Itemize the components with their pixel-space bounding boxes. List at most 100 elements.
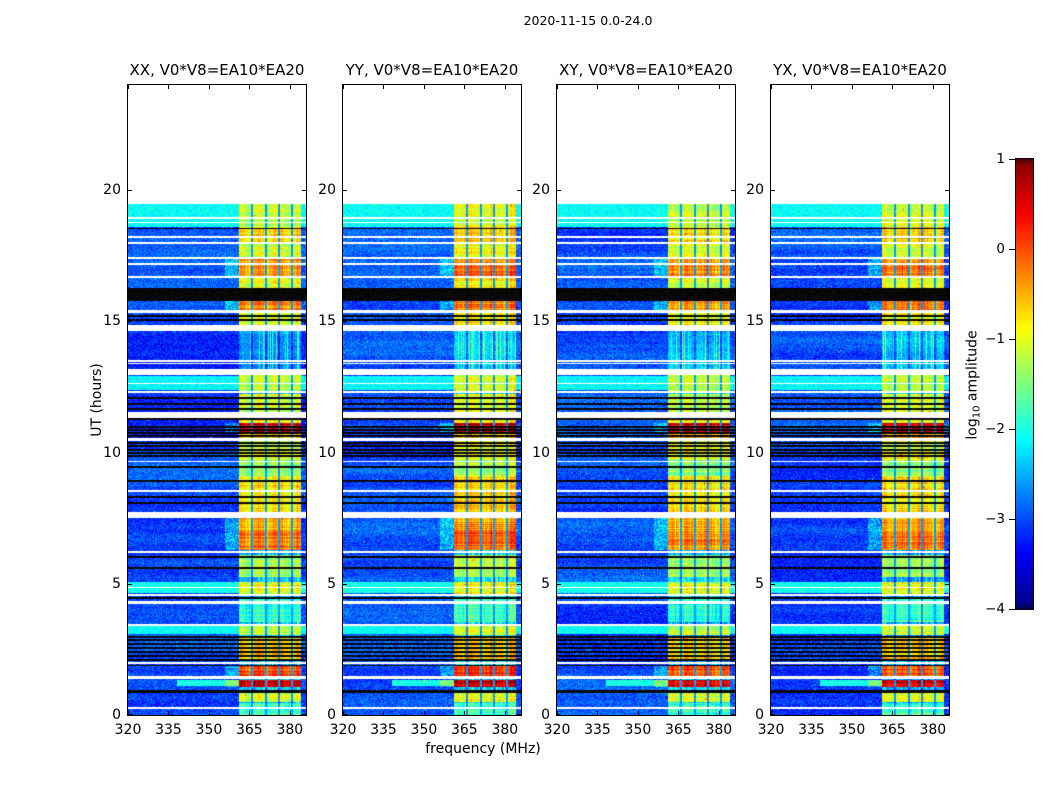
y-tick-label: 15 xyxy=(318,313,336,330)
colorbar xyxy=(1015,158,1034,610)
y-tick xyxy=(128,321,132,322)
panel-title: XY, V0*V8=EA10*EA20 xyxy=(559,61,733,79)
heatmap-canvas xyxy=(771,85,949,715)
y-tick xyxy=(945,321,949,322)
x-tick xyxy=(852,85,853,89)
x-tick-label: 320 xyxy=(114,722,142,738)
x-tick xyxy=(209,711,210,715)
x-tick xyxy=(128,85,129,89)
x-tick xyxy=(852,711,853,715)
x-tick xyxy=(638,711,639,715)
y-tick xyxy=(731,321,735,322)
x-tick xyxy=(678,85,679,89)
y-tick xyxy=(343,714,347,715)
figure-title: 2020-11-15 0.0-24.0 xyxy=(523,13,653,28)
colorbar-tick xyxy=(1009,249,1015,250)
colorbar-tick xyxy=(1009,339,1015,340)
x-axis-label: frequency (MHz) xyxy=(425,741,541,757)
y-tick xyxy=(517,584,521,585)
x-tick xyxy=(249,711,250,715)
y-tick xyxy=(557,452,561,453)
y-tick xyxy=(945,452,949,453)
x-tick xyxy=(597,711,598,715)
y-tick xyxy=(343,584,347,585)
y-tick xyxy=(557,321,561,322)
y-tick xyxy=(731,584,735,585)
y-tick xyxy=(302,190,306,191)
colorbar-tick-label: −3 xyxy=(985,511,1005,527)
colorbar-tick-label: −2 xyxy=(985,421,1005,437)
x-tick-label: 320 xyxy=(329,722,357,738)
y-tick xyxy=(302,452,306,453)
y-tick xyxy=(731,452,735,453)
panel-0 xyxy=(127,84,307,716)
x-tick xyxy=(290,711,291,715)
y-tick-label: 20 xyxy=(532,182,550,198)
x-tick xyxy=(249,85,250,89)
colorbar-axis-label: log10 amplitude xyxy=(965,330,986,439)
x-tick xyxy=(933,85,934,89)
x-tick xyxy=(771,85,772,89)
x-tick xyxy=(557,85,558,89)
x-tick-label: 335 xyxy=(584,722,611,738)
x-tick xyxy=(505,711,506,715)
x-tick xyxy=(557,711,558,715)
x-tick-label: 335 xyxy=(798,722,825,738)
y-tick xyxy=(731,190,735,191)
colorbar-tick-label: −4 xyxy=(985,601,1005,617)
y-tick-label: 5 xyxy=(112,575,121,592)
x-tick xyxy=(128,711,129,715)
x-tick-label: 320 xyxy=(543,722,571,738)
y-tick-label: 20 xyxy=(103,182,121,198)
y-tick xyxy=(945,714,949,715)
y-tick-label: 0 xyxy=(541,707,550,723)
heatmap-canvas xyxy=(557,85,735,715)
x-tick-label: 320 xyxy=(757,722,785,738)
y-tick-label: 15 xyxy=(532,313,550,330)
x-tick xyxy=(343,711,344,715)
y-tick xyxy=(945,190,949,191)
x-tick xyxy=(892,711,893,715)
x-tick xyxy=(290,85,291,89)
colorbar-tick xyxy=(1009,429,1015,430)
colorbar-label-sub: 10 xyxy=(971,405,983,419)
x-tick-label: 365 xyxy=(450,722,478,738)
colorbar-label-post: amplitude xyxy=(964,330,981,406)
x-tick-label: 350 xyxy=(195,722,223,738)
x-tick-label: 365 xyxy=(878,722,906,738)
y-tick-label: 10 xyxy=(746,444,764,461)
x-tick-label: 350 xyxy=(410,722,438,738)
y-tick xyxy=(343,190,347,191)
y-tick xyxy=(557,190,561,191)
y-tick xyxy=(302,321,306,322)
y-tick xyxy=(771,190,775,191)
x-tick xyxy=(464,85,465,89)
y-tick xyxy=(128,584,132,585)
y-tick xyxy=(343,452,347,453)
x-tick-label: 335 xyxy=(370,722,397,738)
x-tick xyxy=(505,85,506,89)
colorbar-tick xyxy=(1009,159,1015,160)
x-tick-label: 380 xyxy=(919,722,947,738)
y-tick xyxy=(517,190,521,191)
y-tick-label: 5 xyxy=(755,575,764,592)
x-tick-label: 335 xyxy=(155,722,182,738)
y-tick xyxy=(557,714,561,715)
heatmap-canvas xyxy=(343,85,521,715)
panel-1 xyxy=(342,84,522,716)
y-tick-label: 15 xyxy=(746,313,764,330)
y-tick-label: 10 xyxy=(103,444,121,461)
colorbar-label-pre: log xyxy=(964,418,981,440)
y-tick-label: 10 xyxy=(532,444,550,461)
x-tick xyxy=(811,711,812,715)
y-tick-label: 0 xyxy=(327,707,336,723)
x-tick xyxy=(424,711,425,715)
colorbar-tick-label: −1 xyxy=(985,331,1005,347)
x-tick xyxy=(892,85,893,89)
y-tick xyxy=(771,714,775,715)
x-tick xyxy=(678,711,679,715)
x-tick xyxy=(383,85,384,89)
y-tick xyxy=(302,714,306,715)
panel-title: XX, V0*V8=EA10*EA20 xyxy=(129,61,305,79)
